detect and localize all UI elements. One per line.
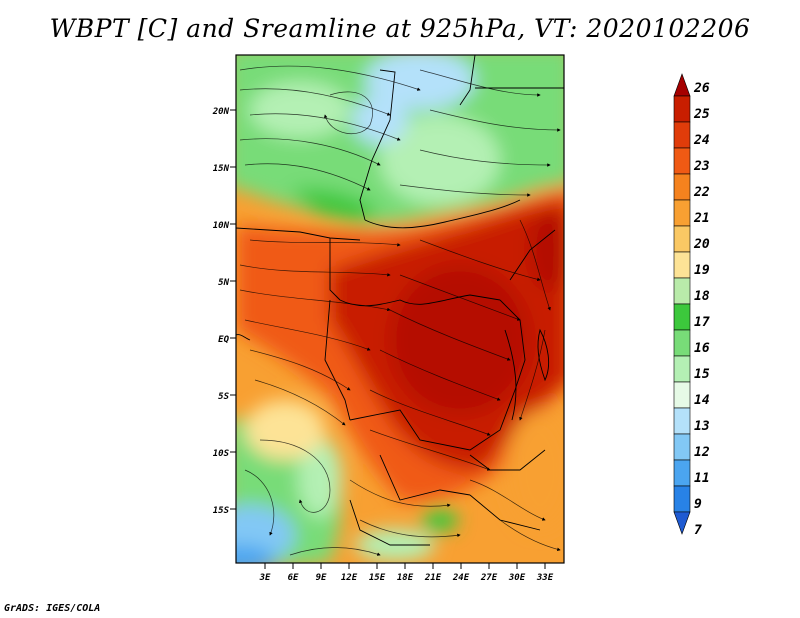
- lon-label: 15E: [369, 573, 386, 583]
- colorbar-swatch: [673, 355, 691, 383]
- lon-label: 6E: [288, 573, 299, 583]
- colorbar-swatch: [673, 459, 691, 487]
- colorbar-swatch: [673, 121, 691, 149]
- colorbar-label: 25: [693, 107, 710, 122]
- colorbar-label: 20: [693, 237, 710, 252]
- lon-tick-15e: 15E: [369, 563, 386, 583]
- lat-label: 5S: [218, 392, 229, 402]
- lon-tick-6e: 6E: [288, 563, 299, 583]
- lat-label: EQ: [218, 335, 229, 345]
- chart-title: WBPT [C] and Sreamline at 925hPa, VT: 20…: [49, 14, 751, 43]
- lon-label: 3E: [259, 573, 271, 583]
- colorbar-swatch: [673, 225, 691, 253]
- colorbar-swatch: [673, 407, 691, 435]
- colorbar-label: 12: [694, 445, 710, 460]
- latitude-axis: 20N 15N 10N 5N EQ 5S 10S 15S: [212, 107, 236, 516]
- colorbar-label: 7: [694, 523, 702, 538]
- colorbar-swatch: [673, 303, 691, 331]
- colorbar-swatch: [673, 485, 691, 513]
- longitude-axis: 3E 6E 9E 12E 15E 18E 21E 24E 27E 30E 33E: [259, 563, 554, 583]
- lat-tick-10s: 10S: [213, 449, 236, 459]
- lat-label: 10N: [213, 221, 230, 231]
- colorbar-swatch: [673, 251, 691, 279]
- colorbar-label: 23: [693, 159, 710, 174]
- lat-label: 10S: [213, 449, 230, 459]
- colorbar-label: 17: [694, 315, 710, 330]
- colorbar-label: 11: [694, 471, 710, 486]
- colorbar-swatch: [673, 329, 691, 357]
- lon-tick-30e: 30E: [508, 563, 526, 583]
- lon-label: 21E: [424, 573, 442, 583]
- colorbar-label: 18: [694, 289, 710, 304]
- lat-label: 15N: [213, 164, 230, 174]
- lon-label: 12E: [341, 573, 358, 583]
- colorbar-label: 14: [694, 393, 710, 408]
- lat-tick-20n: 20N: [212, 107, 236, 117]
- colorbar-swatch: [673, 173, 691, 201]
- colorbar-swatch: [673, 381, 691, 409]
- lon-tick-9e: 9E: [316, 563, 327, 583]
- colorbar-swatch: [673, 511, 691, 535]
- colorbar-swatch: [673, 95, 691, 123]
- colorbar-label: 9: [694, 497, 702, 512]
- lon-tick-18e: 18E: [397, 563, 414, 583]
- colorbar-label: 26: [693, 81, 710, 96]
- lat-label: 20N: [212, 107, 230, 117]
- colorbar-label: 22: [693, 185, 710, 200]
- lat-tick-15n: 15N: [213, 164, 236, 174]
- colorbar-swatch: [673, 433, 691, 461]
- colorbar-label: 19: [694, 263, 710, 278]
- colorbar-label: 16: [694, 341, 710, 356]
- lon-label: 33E: [536, 573, 554, 583]
- lat-tick-10n: 10N: [213, 221, 236, 231]
- lat-tick-15s: 15S: [213, 506, 236, 516]
- lon-label: 24E: [452, 573, 470, 583]
- lat-tick-5n: 5N: [218, 278, 236, 288]
- lon-tick-3e: 3E: [259, 563, 271, 583]
- lon-label: 30E: [508, 573, 526, 583]
- colorbar-label: 21: [693, 211, 710, 226]
- colorbar-label: 15: [694, 367, 710, 382]
- colorbar-label: 13: [694, 419, 710, 434]
- lat-tick-eq: EQ: [218, 335, 236, 345]
- colorbar: 26 25 24 23 22 21 20 19 18 17 16 15 14 13 12 11 9 7: [673, 73, 710, 538]
- lat-label: 15S: [213, 506, 230, 516]
- lat-tick-5s: 5S: [218, 392, 236, 402]
- colorbar-label: 24: [693, 133, 710, 148]
- colorbar-swatch: [673, 147, 691, 175]
- colorbar-swatch: [673, 199, 691, 227]
- lon-tick-33e: 33E: [536, 563, 554, 583]
- map-frame: [235, 54, 565, 564]
- lon-tick-24e: 24E: [452, 563, 470, 583]
- lon-tick-27e: 27E: [480, 563, 498, 583]
- colorbar-swatch: [673, 73, 691, 97]
- lon-label: 9E: [316, 573, 327, 583]
- lat-label: 5N: [218, 278, 229, 288]
- grads-credit: GrADS: IGES/COLA: [4, 603, 101, 614]
- colorbar-swatch: [673, 277, 691, 305]
- lon-label: 18E: [397, 573, 414, 583]
- lon-tick-12e: 12E: [341, 563, 358, 583]
- lon-label: 27E: [480, 573, 498, 583]
- wbpt-field: [236, 55, 564, 563]
- lon-tick-21e: 21E: [424, 563, 442, 583]
